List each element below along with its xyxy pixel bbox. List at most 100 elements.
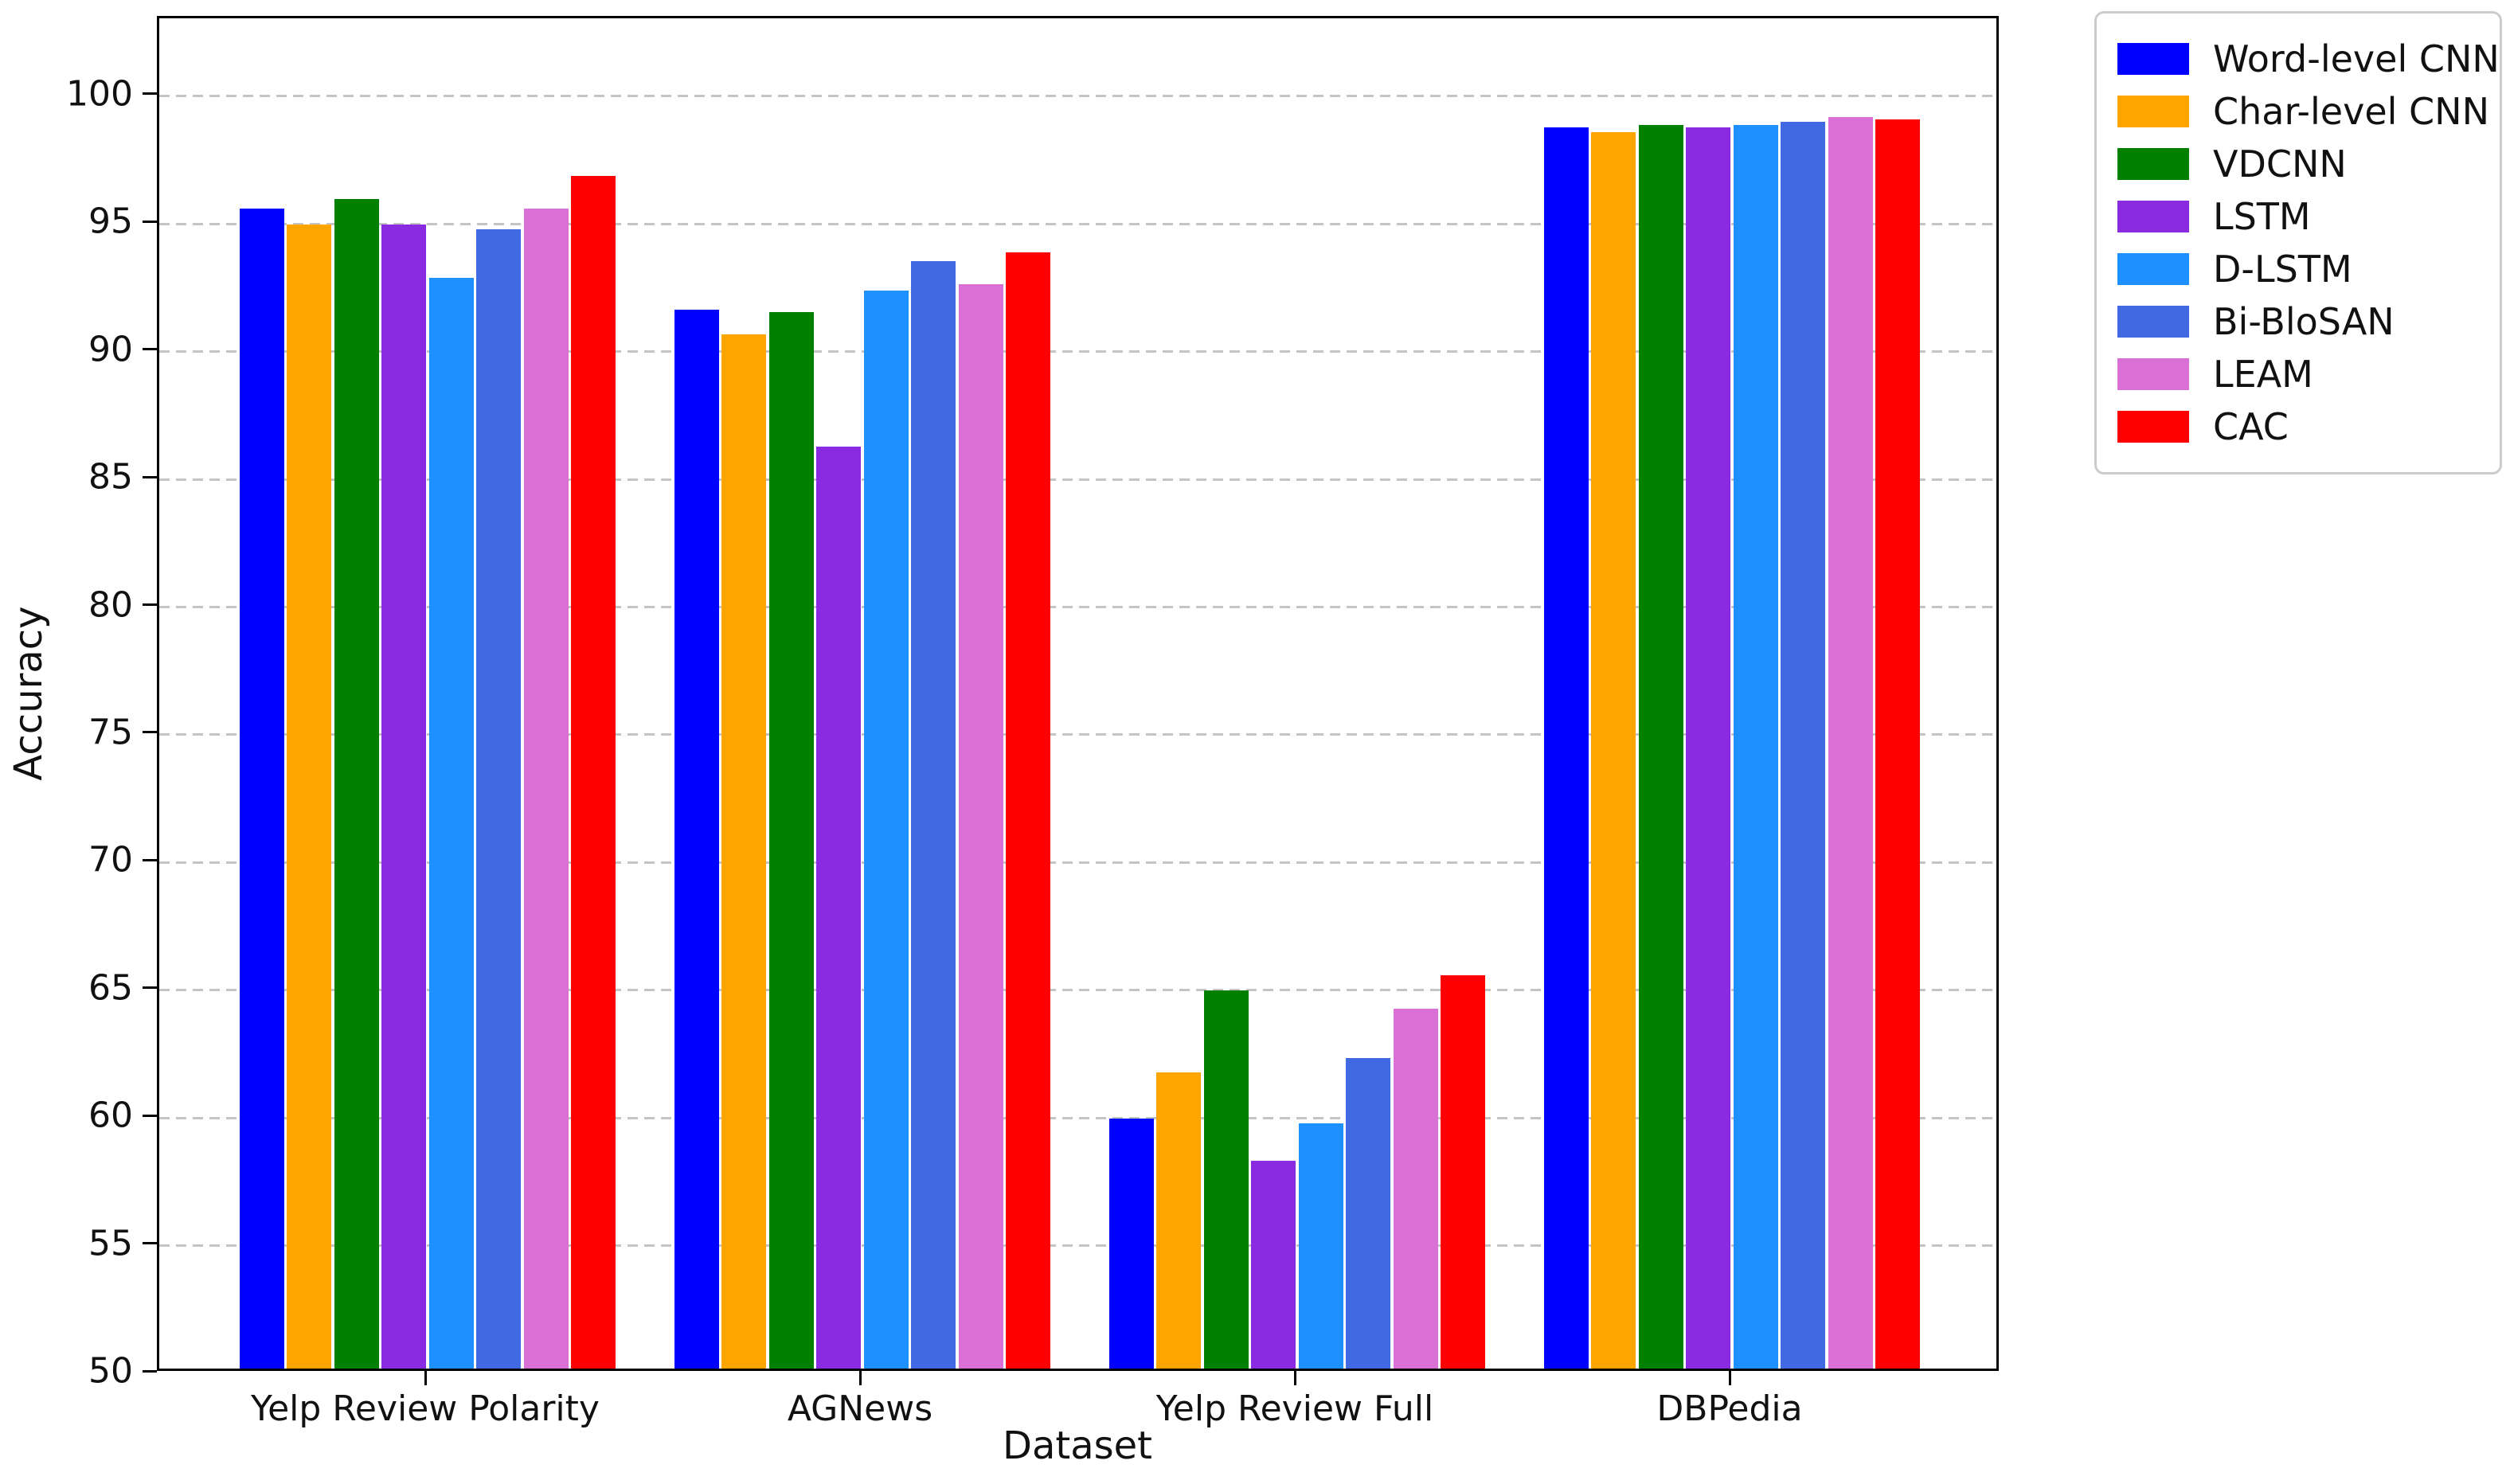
- y-tick-mark: [143, 348, 157, 351]
- y-tick-label: 85: [88, 456, 133, 498]
- legend-item-d-lstm: D-LSTM: [2117, 243, 2476, 295]
- bar-word-level-cnn-group4: [1543, 127, 1589, 1369]
- y-tick-mark: [143, 858, 157, 861]
- bar-vdcnn-group2: [768, 312, 814, 1369]
- y-tick-mark: [143, 986, 157, 990]
- legend-label: Bi-BloSAN: [2213, 300, 2395, 343]
- legend-swatch-icon: [2117, 96, 2189, 127]
- bar-d-lstm-group3: [1298, 1123, 1343, 1369]
- y-tick-label: 60: [88, 1095, 133, 1136]
- legend-item-leam: LEAM: [2117, 348, 2476, 400]
- bar-lstm-group3: [1251, 1160, 1296, 1369]
- x-tick-mark: [424, 1371, 427, 1385]
- y-tick-label: 65: [88, 967, 133, 1009]
- bar-bi-blosan-group4: [1781, 122, 1826, 1369]
- gridline-80: [159, 606, 1996, 608]
- legend-item-bi-blosan: Bi-BloSAN: [2117, 295, 2476, 348]
- legend-label: Word-level CNN: [2213, 37, 2500, 80]
- y-tick-mark: [143, 220, 157, 223]
- bar-cac-group4: [1875, 119, 1921, 1369]
- bar-word-level-cnn-group2: [674, 310, 719, 1369]
- gridline-55: [159, 1244, 1996, 1248]
- legend-item-word-level-cnn: Word-level CNN: [2117, 33, 2500, 85]
- legend-swatch-icon: [2117, 201, 2189, 232]
- bar-char-level-cnn-group3: [1156, 1072, 1202, 1369]
- x-tick-mark: [1728, 1371, 1731, 1385]
- bar-d-lstm-group4: [1733, 124, 1778, 1369]
- bar-d-lstm-group2: [863, 291, 909, 1369]
- legend-label: LSTM: [2213, 195, 2311, 238]
- legend-item-vdcnn: VDCNN: [2117, 138, 2476, 190]
- legend-label: Char-level CNN: [2213, 90, 2489, 133]
- bar-cac-group1: [571, 175, 616, 1369]
- bar-leam-group2: [958, 284, 1003, 1369]
- y-tick-label: 70: [88, 839, 133, 881]
- x-tick-mark: [858, 1371, 862, 1385]
- bar-bi-blosan-group2: [911, 261, 956, 1369]
- y-tick-mark: [143, 1114, 157, 1117]
- x-tick-mark: [1293, 1371, 1296, 1385]
- bar-leam-group3: [1393, 1008, 1438, 1369]
- gridline-90: [159, 350, 1996, 353]
- bar-cac-group3: [1441, 974, 1486, 1369]
- y-tick-mark: [143, 731, 157, 734]
- bar-leam-group4: [1828, 116, 1873, 1369]
- gridline-100: [159, 95, 1996, 98]
- y-tick-mark: [143, 603, 157, 606]
- bar-bi-blosan-group3: [1346, 1058, 1391, 1369]
- bar-lstm-group1: [381, 224, 427, 1369]
- legend-swatch-icon: [2117, 411, 2189, 443]
- bar-vdcnn-group4: [1638, 124, 1683, 1369]
- legend-label: VDCNN: [2213, 143, 2347, 186]
- y-tick-label: 100: [66, 73, 133, 115]
- bar-leam-group1: [523, 209, 569, 1369]
- bar-vdcnn-group1: [334, 198, 379, 1369]
- gridline-65: [159, 989, 1996, 992]
- x-axis-label: Dataset: [1003, 1423, 1152, 1468]
- legend-swatch-icon: [2117, 306, 2189, 338]
- bar-word-level-cnn-group3: [1108, 1118, 1154, 1369]
- legend-item-lstm: LSTM: [2117, 190, 2476, 243]
- x-tick-label-3: Yelp Review Full: [1155, 1388, 1434, 1429]
- legend-swatch-icon: [2117, 358, 2189, 390]
- x-tick-label-4: DBPedia: [1656, 1388, 1803, 1429]
- y-tick-mark: [143, 92, 157, 96]
- bar-char-level-cnn-group2: [721, 334, 767, 1369]
- y-tick-label: 80: [88, 584, 133, 625]
- bar-d-lstm-group1: [428, 278, 474, 1369]
- y-tick-label: 90: [88, 329, 133, 370]
- y-tick-label: 95: [88, 201, 133, 242]
- legend-label: LEAM: [2213, 353, 2313, 396]
- legend-item-cac: CAC: [2117, 400, 2476, 453]
- legend-item-char-level-cnn: Char-level CNN: [2117, 85, 2489, 138]
- y-tick-label: 55: [88, 1223, 133, 1264]
- y-tick-label: 50: [88, 1350, 133, 1392]
- gridline-85: [159, 478, 1996, 481]
- bar-word-level-cnn-group1: [239, 209, 284, 1369]
- legend-label: CAC: [2213, 405, 2289, 448]
- y-axis-label: Accuracy: [6, 606, 51, 781]
- bar-char-level-cnn-group4: [1591, 132, 1636, 1369]
- bar-lstm-group2: [816, 446, 862, 1369]
- bar-lstm-group4: [1686, 127, 1731, 1369]
- y-tick-mark: [143, 475, 157, 478]
- bar-char-level-cnn-group1: [287, 224, 332, 1369]
- gridline-95: [159, 222, 1996, 225]
- legend-swatch-icon: [2117, 148, 2189, 180]
- gridline-60: [159, 1116, 1996, 1119]
- gridline-70: [159, 861, 1996, 864]
- legend-label: D-LSTM: [2213, 248, 2352, 291]
- legend-swatch-icon: [2117, 253, 2189, 285]
- legend: Word-level CNN Char-level CNN VDCNN LSTM D-L…: [2094, 11, 2502, 474]
- bar-bi-blosan-group1: [476, 229, 522, 1369]
- y-tick-label: 75: [88, 712, 133, 753]
- bar-vdcnn-group3: [1203, 990, 1249, 1369]
- legend-swatch-icon: [2117, 43, 2189, 75]
- plot-area: [157, 16, 1999, 1371]
- x-tick-label-2: AGNews: [787, 1388, 933, 1429]
- y-tick-mark: [143, 1242, 157, 1245]
- x-tick-label-1: Yelp Review Polarity: [251, 1388, 600, 1429]
- y-tick-mark: [143, 1369, 157, 1373]
- bar-cac-group2: [1006, 252, 1051, 1369]
